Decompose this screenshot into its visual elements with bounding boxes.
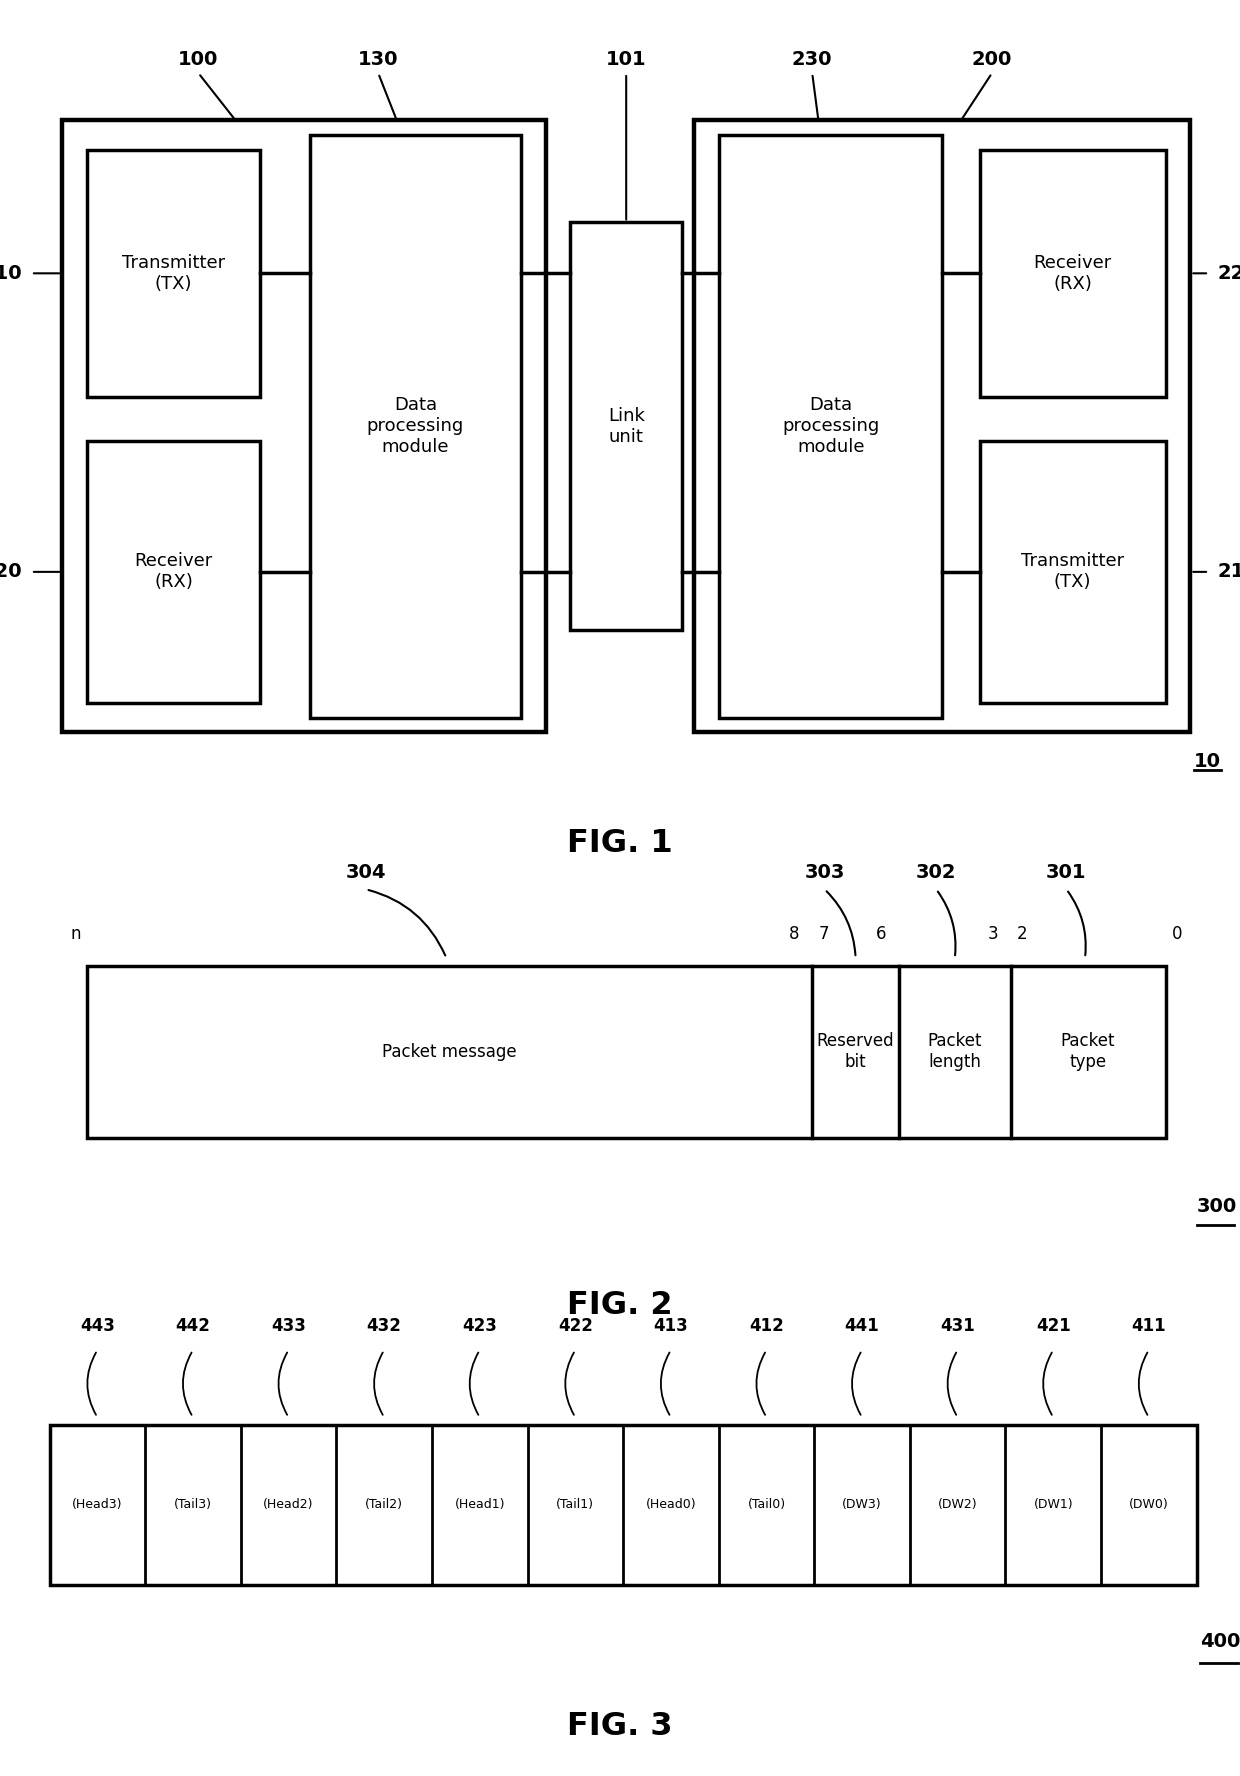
Text: 7: 7 <box>818 925 828 943</box>
Text: 433: 433 <box>272 1318 306 1336</box>
Text: 110: 110 <box>0 265 22 282</box>
Text: 301: 301 <box>1047 863 1086 881</box>
Text: 230: 230 <box>792 50 832 69</box>
Text: 303: 303 <box>805 863 844 881</box>
Text: (Head1): (Head1) <box>455 1499 505 1511</box>
Text: 411: 411 <box>1131 1318 1166 1336</box>
Text: 413: 413 <box>653 1318 688 1336</box>
Text: 442: 442 <box>176 1318 211 1336</box>
Text: 100: 100 <box>179 50 218 69</box>
Text: (DW1): (DW1) <box>1033 1499 1073 1511</box>
Bar <box>980 440 1166 703</box>
Text: 220: 220 <box>1218 265 1240 282</box>
Text: (Tail3): (Tail3) <box>174 1499 212 1511</box>
Text: Packet message: Packet message <box>382 1043 517 1060</box>
Bar <box>87 149 260 398</box>
Text: 421: 421 <box>1035 1318 1070 1336</box>
Text: Packet
length: Packet length <box>928 1032 982 1071</box>
Bar <box>50 1424 1197 1586</box>
Bar <box>694 121 1190 732</box>
Bar <box>980 149 1166 398</box>
Text: 200: 200 <box>972 50 1012 69</box>
Text: Link
unit: Link unit <box>608 407 645 446</box>
Text: (Head2): (Head2) <box>263 1499 314 1511</box>
Text: 422: 422 <box>558 1318 593 1336</box>
Text: n: n <box>71 925 81 943</box>
Text: (DW0): (DW0) <box>1128 1499 1168 1511</box>
Bar <box>62 121 546 732</box>
Text: 400: 400 <box>1200 1632 1240 1650</box>
Text: (Tail1): (Tail1) <box>557 1499 594 1511</box>
Bar <box>310 135 521 718</box>
Text: 210: 210 <box>1218 563 1240 581</box>
Text: 120: 120 <box>0 563 22 581</box>
Text: 302: 302 <box>916 863 956 881</box>
Text: FIG. 1: FIG. 1 <box>567 828 673 860</box>
Text: (Head0): (Head0) <box>646 1499 696 1511</box>
Text: (Tail0): (Tail0) <box>748 1499 785 1511</box>
Text: 412: 412 <box>749 1318 784 1336</box>
Text: (Head3): (Head3) <box>72 1499 123 1511</box>
Text: 6: 6 <box>877 925 887 943</box>
Text: 304: 304 <box>346 863 386 881</box>
Text: (Tail2): (Tail2) <box>365 1499 403 1511</box>
Text: 130: 130 <box>358 50 398 69</box>
Bar <box>719 135 942 718</box>
Text: 3: 3 <box>987 925 998 943</box>
Text: FIG. 2: FIG. 2 <box>567 1289 673 1321</box>
Text: 8: 8 <box>790 925 800 943</box>
Text: 101: 101 <box>606 50 646 69</box>
Text: 10: 10 <box>1194 751 1221 771</box>
Text: Packet
type: Packet type <box>1061 1032 1115 1071</box>
Text: 443: 443 <box>79 1318 115 1336</box>
Text: Transmitter
(TX): Transmitter (TX) <box>122 254 226 293</box>
Bar <box>570 222 682 630</box>
Text: (DW3): (DW3) <box>842 1499 882 1511</box>
Text: Data
processing
module: Data processing module <box>782 396 879 456</box>
Text: 441: 441 <box>844 1318 879 1336</box>
Text: 432: 432 <box>367 1318 402 1336</box>
Text: 0: 0 <box>1172 925 1182 943</box>
Text: Receiver
(RX): Receiver (RX) <box>134 552 213 591</box>
Text: 423: 423 <box>463 1318 497 1336</box>
Text: FIG. 3: FIG. 3 <box>567 1710 673 1742</box>
Bar <box>87 440 260 703</box>
Text: 2: 2 <box>1017 925 1028 943</box>
Text: Receiver
(RX): Receiver (RX) <box>1033 254 1112 293</box>
Bar <box>87 966 1166 1138</box>
Text: Reserved
bit: Reserved bit <box>817 1032 894 1071</box>
Text: Transmitter
(TX): Transmitter (TX) <box>1021 552 1125 591</box>
Text: (DW2): (DW2) <box>937 1499 977 1511</box>
Text: 300: 300 <box>1197 1197 1236 1217</box>
Text: Data
processing
module: Data processing module <box>367 396 464 456</box>
Text: 431: 431 <box>940 1318 975 1336</box>
